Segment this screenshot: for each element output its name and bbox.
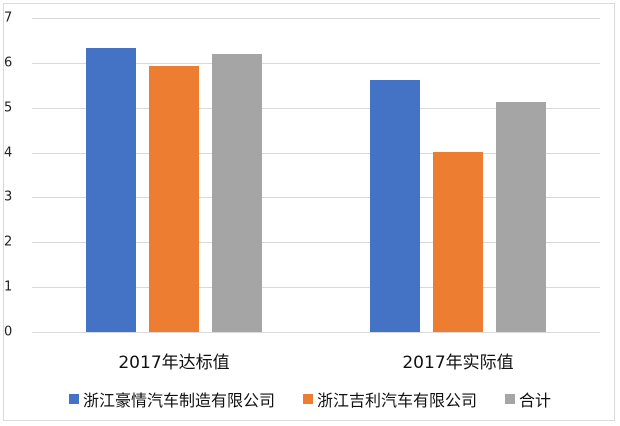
legend: 浙江豪情汽车制造有限公司 浙江吉利汽车有限公司 合计: [0, 387, 620, 411]
gridline: [32, 332, 600, 333]
legend-label: 浙江吉利汽车有限公司: [316, 391, 477, 410]
y-tick-label: 6: [4, 55, 13, 71]
y-tick-label: 7: [4, 10, 13, 26]
legend-item: 浙江豪情汽车制造有限公司: [68, 387, 275, 411]
legend-swatch-icon: [505, 394, 515, 404]
y-tick-label: 1: [4, 279, 13, 295]
gridline: [32, 197, 600, 199]
y-tick-label: 0: [4, 324, 13, 340]
y-tick-label: 2: [4, 234, 13, 250]
category-label: 2017年达标值: [118, 353, 230, 373]
gridline: [32, 242, 600, 244]
chart-frame: [3, 3, 615, 421]
bar: [149, 66, 199, 332]
legend-item: 合计: [505, 387, 551, 411]
y-tick-label: 3: [4, 189, 13, 205]
legend-item: 浙江吉利汽车有限公司: [302, 387, 477, 411]
gridline: [32, 62, 600, 64]
gridline: [32, 107, 600, 109]
y-tick-label: 4: [4, 145, 13, 161]
y-tick-label: 5: [4, 100, 13, 116]
legend-label: 合计: [519, 391, 552, 410]
bar: [433, 151, 483, 332]
legend-swatch-icon: [68, 394, 79, 404]
gridline: [32, 287, 600, 289]
bar: [370, 79, 420, 332]
gridline: [32, 18, 600, 19]
plot-area: [32, 18, 600, 333]
category-label: 2017年实际值: [402, 353, 514, 373]
legend-swatch-icon: [302, 394, 313, 404]
gridline: [32, 152, 600, 154]
bar: [496, 101, 546, 332]
bar: [212, 53, 262, 332]
legend-label: 浙江豪情汽车制造有限公司: [82, 391, 275, 410]
bar: [86, 48, 136, 332]
